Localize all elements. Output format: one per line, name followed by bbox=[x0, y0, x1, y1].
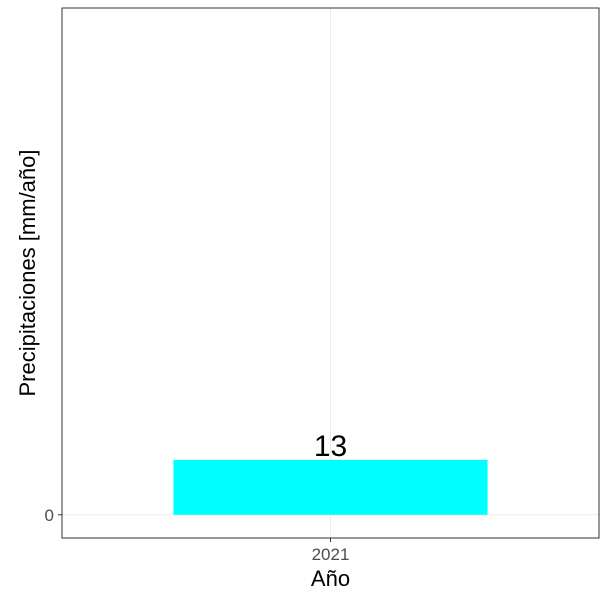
y-axis-ticks: 0 bbox=[45, 506, 62, 525]
x-axis-ticks: 2021 bbox=[312, 538, 350, 564]
data-labels: 13 bbox=[314, 430, 347, 463]
y-axis-title: Precipitaciones [mm/año] bbox=[15, 150, 40, 397]
x-axis-title: Año bbox=[311, 566, 350, 590]
bars bbox=[173, 459, 488, 515]
y-tick-label: 0 bbox=[45, 506, 54, 525]
x-tick-label: 2021 bbox=[312, 545, 350, 564]
data-label: 13 bbox=[314, 430, 347, 463]
bar-2021 bbox=[173, 459, 488, 515]
